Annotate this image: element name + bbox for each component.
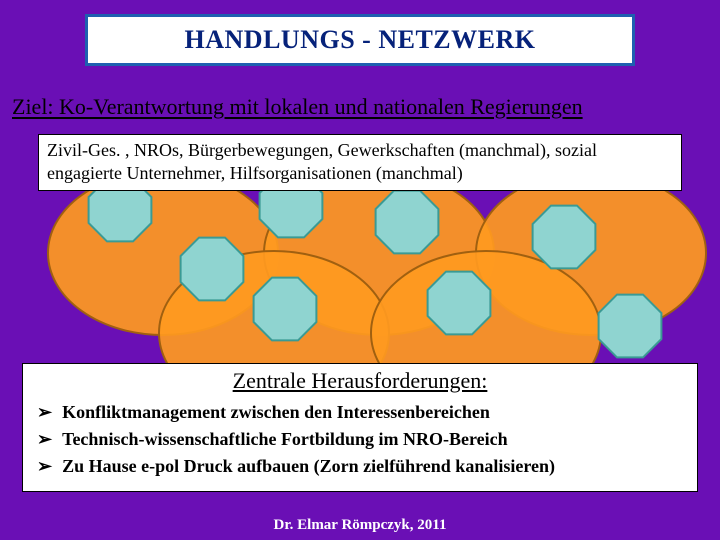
challenges-heading: Zentrale Herausforderungen: [31, 368, 689, 394]
bullet-arrow-icon: ➢ [37, 429, 52, 450]
bullet-arrow-icon: ➢ [37, 402, 52, 423]
challenge-item: ➢ Zu Hause e-pol Druck aufbauen (Zorn zi… [37, 456, 689, 477]
footer-credit: Dr. Elmar Römpczyk, 2011 [0, 517, 720, 534]
bullet-arrow-icon: ➢ [37, 456, 52, 477]
challenge-text: Konfliktmanagement zwischen den Interess… [62, 402, 490, 423]
challenge-item: ➢ Technisch-wissenschaftliche Fortbildun… [37, 429, 689, 450]
challenges-box: Zentrale Herausforderungen: ➢ Konfliktma… [22, 363, 698, 492]
title-box: HANDLUNGS - NETZWERK [85, 14, 635, 66]
goal-text: Ziel: Ko-Verantwortung mit lokalen und n… [12, 94, 708, 120]
challenge-text: Zu Hause e-pol Druck aufbauen (Zorn ziel… [62, 456, 555, 477]
slide-title: HANDLUNGS - NETZWERK [185, 25, 536, 55]
challenge-text: Technisch-wissenschaftliche Fortbildung … [62, 429, 508, 450]
challenge-item: ➢ Konfliktmanagement zwischen den Intere… [37, 402, 689, 423]
actors-box: Zivil-Ges. , NROs, Bürgerbewegungen, Gew… [38, 134, 682, 191]
